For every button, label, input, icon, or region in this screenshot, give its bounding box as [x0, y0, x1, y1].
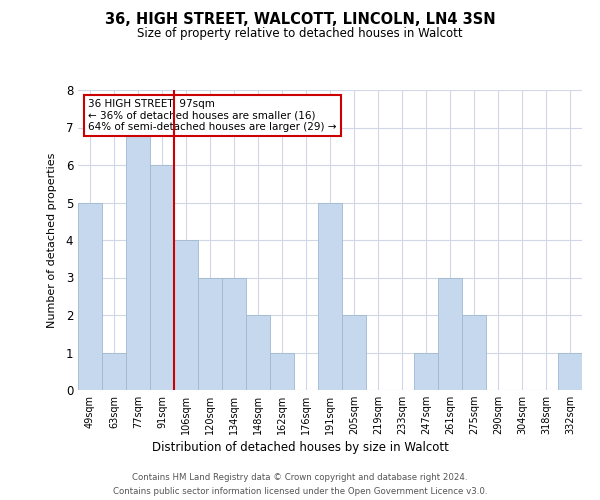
Bar [414, 352, 438, 390]
Bar [78, 202, 102, 390]
Bar [438, 278, 462, 390]
Bar [174, 240, 198, 390]
Text: Size of property relative to detached houses in Walcott: Size of property relative to detached ho… [137, 28, 463, 40]
Bar [318, 202, 342, 390]
Bar [150, 165, 174, 390]
Bar [222, 278, 246, 390]
Bar [246, 315, 270, 390]
Bar [102, 352, 126, 390]
Bar [198, 278, 222, 390]
Y-axis label: Number of detached properties: Number of detached properties [47, 152, 58, 328]
Text: 36, HIGH STREET, WALCOTT, LINCOLN, LN4 3SN: 36, HIGH STREET, WALCOTT, LINCOLN, LN4 3… [104, 12, 496, 28]
Text: 36 HIGH STREET: 97sqm
← 36% of detached houses are smaller (16)
64% of semi-deta: 36 HIGH STREET: 97sqm ← 36% of detached … [88, 99, 337, 132]
Text: Contains HM Land Registry data © Crown copyright and database right 2024.: Contains HM Land Registry data © Crown c… [132, 473, 468, 482]
Bar [462, 315, 486, 390]
Text: Distribution of detached houses by size in Walcott: Distribution of detached houses by size … [152, 441, 448, 454]
Bar [270, 352, 294, 390]
Text: Contains public sector information licensed under the Open Government Licence v3: Contains public sector information licen… [113, 486, 487, 496]
Bar [342, 315, 366, 390]
Bar [558, 352, 582, 390]
Bar [126, 128, 150, 390]
